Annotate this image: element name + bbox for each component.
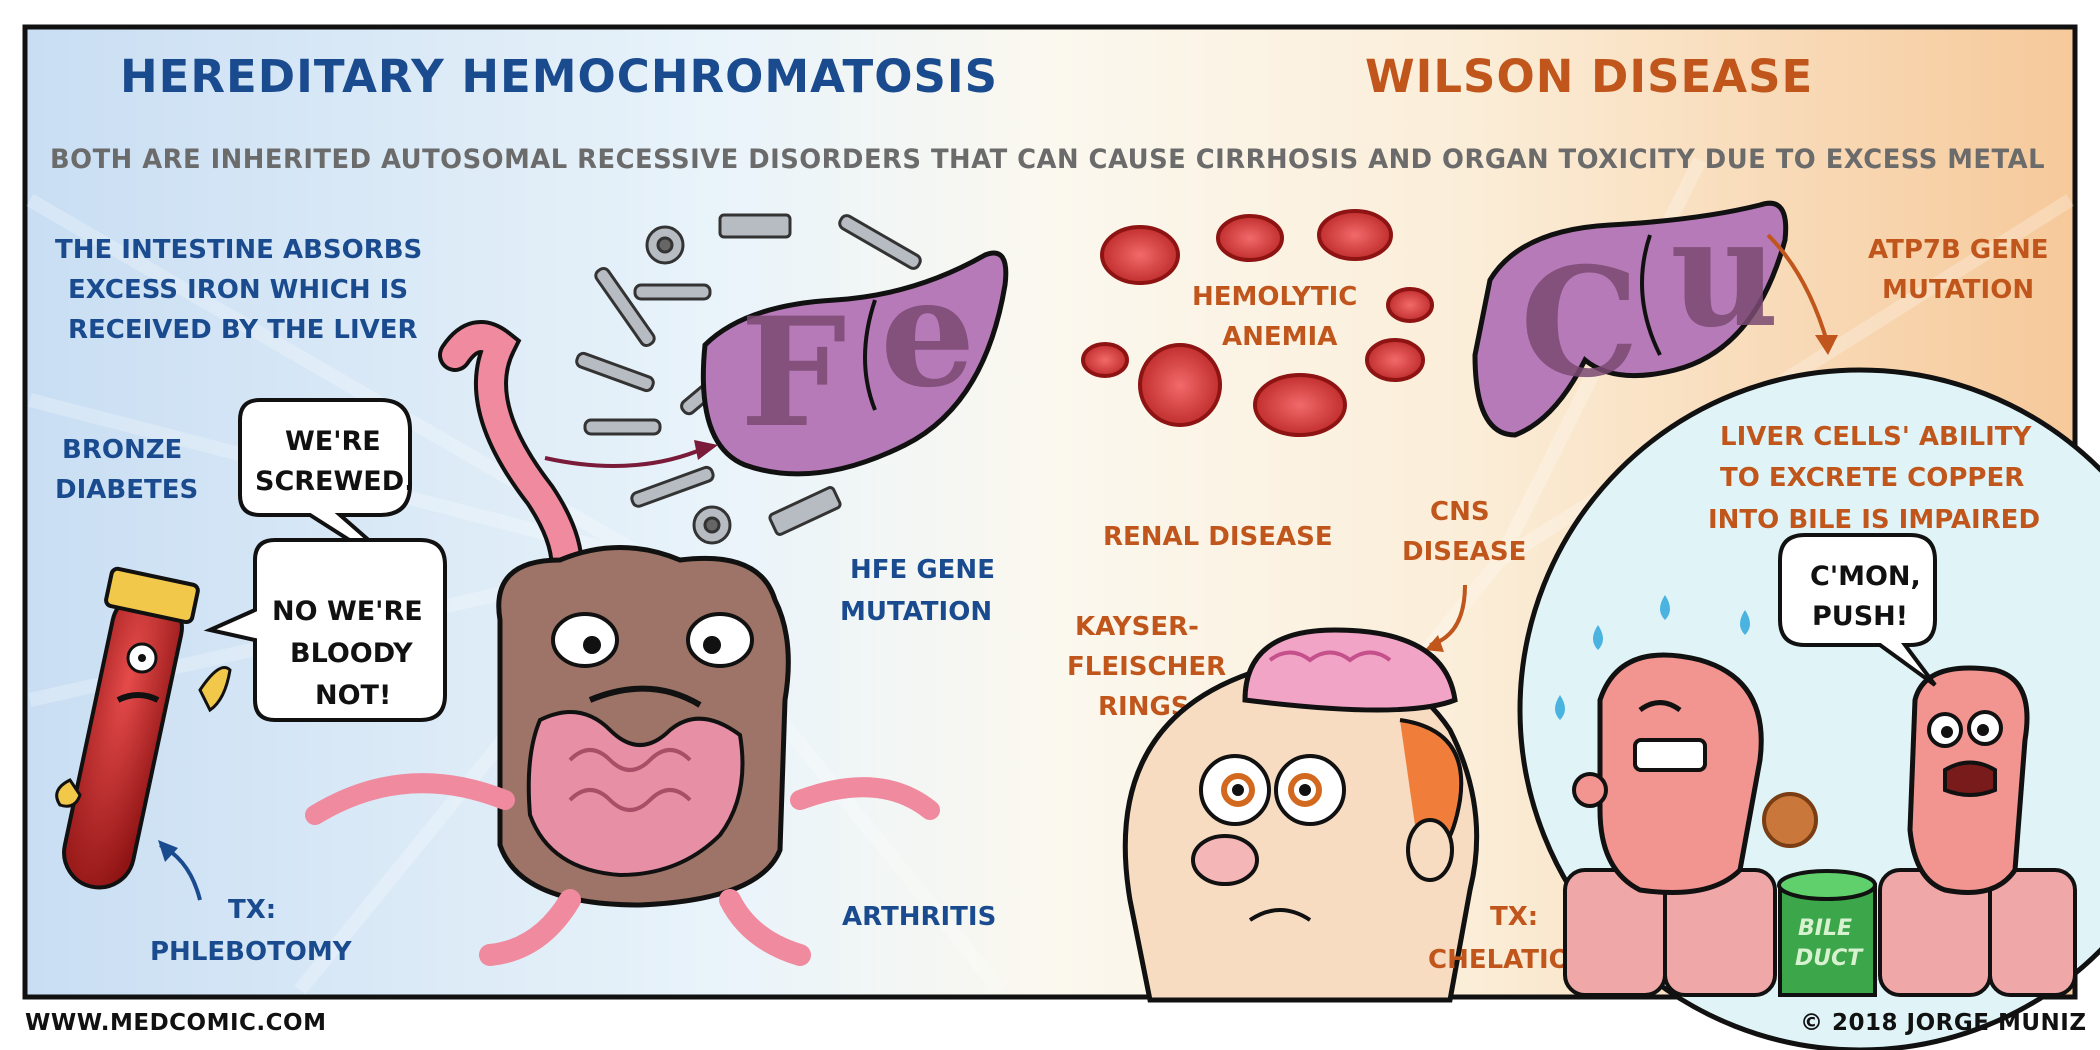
cns-disease-label: CNS DISEASE bbox=[1402, 497, 1526, 567]
svg-text:TO EXCRETE COPPER: TO EXCRETE COPPER bbox=[1720, 463, 2024, 493]
svg-text:DISEASE: DISEASE bbox=[1402, 537, 1526, 567]
svg-text:C: C bbox=[1520, 235, 1639, 411]
svg-text:KAYSER-: KAYSER- bbox=[1075, 612, 1199, 642]
intestine-character bbox=[305, 320, 940, 966]
hemolytic-anemia-label: HEMOLYTIC ANEMIA bbox=[1192, 282, 1357, 352]
svg-text:BRONZE: BRONZE bbox=[62, 435, 182, 465]
svg-text:MUTATION: MUTATION bbox=[1882, 275, 2034, 305]
svg-text:FLEISCHER: FLEISCHER bbox=[1067, 652, 1226, 682]
intestine-caption: THE INTESTINE ABSORBS EXCESS IRON WHICH … bbox=[55, 235, 422, 345]
intestine-to-liver-arrowhead bbox=[694, 440, 718, 460]
svg-text:NOT!: NOT! bbox=[315, 680, 391, 711]
svg-text:DIABETES: DIABETES bbox=[55, 475, 198, 505]
hemolytic-cells bbox=[1081, 209, 1434, 437]
arthritis-label: ARTHRITIS bbox=[842, 902, 996, 932]
svg-text:ATP7B GENE: ATP7B GENE bbox=[1868, 235, 2048, 265]
svg-text:TX:: TX: bbox=[1490, 902, 1538, 932]
atp7b-label: ATP7B GENE MUTATION bbox=[1868, 235, 2048, 305]
worried-cell-character bbox=[1907, 665, 2030, 895]
left-title: HEREDITARY HEMOCHROMATOSIS bbox=[120, 50, 998, 103]
head-character bbox=[1122, 627, 1480, 1003]
bile-duct: BILE DUCT bbox=[1777, 869, 1877, 997]
iron-liver: F e bbox=[700, 245, 1009, 477]
svg-text:C'MON,: C'MON, bbox=[1810, 561, 1921, 592]
svg-text:BLOODY: BLOODY bbox=[290, 638, 413, 669]
renal-disease-label: RENAL DISEASE bbox=[1103, 522, 1333, 552]
svg-text:SCREWED.: SCREWED. bbox=[255, 466, 414, 497]
iron-screws-decoration bbox=[575, 213, 922, 545]
svg-text:LIVER CELLS' ABILITY: LIVER CELLS' ABILITY bbox=[1720, 422, 2033, 452]
left-treatment-label: TX: PHLEBOTOMY bbox=[150, 895, 353, 967]
tube-pointer-arrowhead bbox=[158, 840, 178, 862]
pushing-cell-character bbox=[1572, 652, 1764, 895]
copper-liver: C u bbox=[1472, 185, 1789, 438]
liver-to-cells-arrowhead bbox=[1815, 335, 1838, 355]
shared-caption: BOTH ARE INHERITED AUTOSOMAL RECESSIVE D… bbox=[50, 144, 2045, 175]
speech-bubble-push: C'MON, PUSH! bbox=[1778, 533, 1937, 687]
svg-text:DUCT: DUCT bbox=[1795, 946, 1864, 971]
svg-text:NO WE'RE: NO WE'RE bbox=[272, 596, 423, 627]
svg-text:F: F bbox=[740, 285, 847, 461]
svg-text:CNS: CNS bbox=[1430, 497, 1490, 527]
svg-text:HEMOLYTIC: HEMOLYTIC bbox=[1192, 282, 1357, 312]
penny-coin bbox=[1762, 792, 1818, 848]
svg-text:TX:: TX: bbox=[228, 895, 276, 925]
svg-text:RECEIVED BY THE LIVER: RECEIVED BY THE LIVER bbox=[68, 315, 418, 345]
footer-website: WWW.MEDCOMIC.COM bbox=[25, 1010, 326, 1036]
svg-text:BILE: BILE bbox=[1798, 916, 1852, 941]
hfe-gene-label: HFE GENE MUTATION bbox=[840, 555, 995, 627]
svg-text:PHLEBOTOMY: PHLEBOTOMY bbox=[150, 937, 353, 967]
svg-text:e: e bbox=[880, 245, 975, 421]
svg-text:PUSH!: PUSH! bbox=[1812, 601, 1908, 632]
sweat-drops bbox=[1555, 595, 1750, 720]
svg-text:u: u bbox=[1670, 185, 1779, 361]
bronze-diabetes-label: BRONZE DIABETES bbox=[55, 435, 198, 505]
speech-bubble-bloody-not: NO WE'RE BLOODY NOT! bbox=[203, 538, 447, 722]
blood-tube-character bbox=[55, 566, 232, 890]
svg-text:ANEMIA: ANEMIA bbox=[1222, 322, 1337, 352]
svg-text:EXCESS IRON WHICH IS: EXCESS IRON WHICH IS bbox=[68, 275, 408, 305]
right-title: WILSON DISEASE bbox=[1365, 50, 1813, 103]
svg-text:WE'RE: WE'RE bbox=[285, 426, 381, 457]
intestine-to-liver-arrow bbox=[544, 446, 706, 468]
svg-text:MUTATION: MUTATION bbox=[840, 597, 992, 627]
svg-text:HFE GENE: HFE GENE bbox=[850, 555, 995, 585]
liver-cells-caption: LIVER CELLS' ABILITY TO EXCRETE COPPER I… bbox=[1708, 422, 2040, 535]
footer-copyright: © 2018 JORGE MUNIZ bbox=[1800, 1010, 2087, 1036]
hepatocyte-row bbox=[1563, 868, 2077, 997]
liver-to-cells-arrow bbox=[1766, 233, 1830, 346]
speech-bubble-screwed: WE'RE SCREWED. bbox=[238, 398, 422, 587]
svg-text:INTO BILE IS IMPAIRED: INTO BILE IS IMPAIRED bbox=[1708, 505, 2040, 535]
cns-arrowhead bbox=[1425, 635, 1444, 652]
svg-text:THE INTESTINE ABSORBS: THE INTESTINE ABSORBS bbox=[55, 235, 422, 265]
